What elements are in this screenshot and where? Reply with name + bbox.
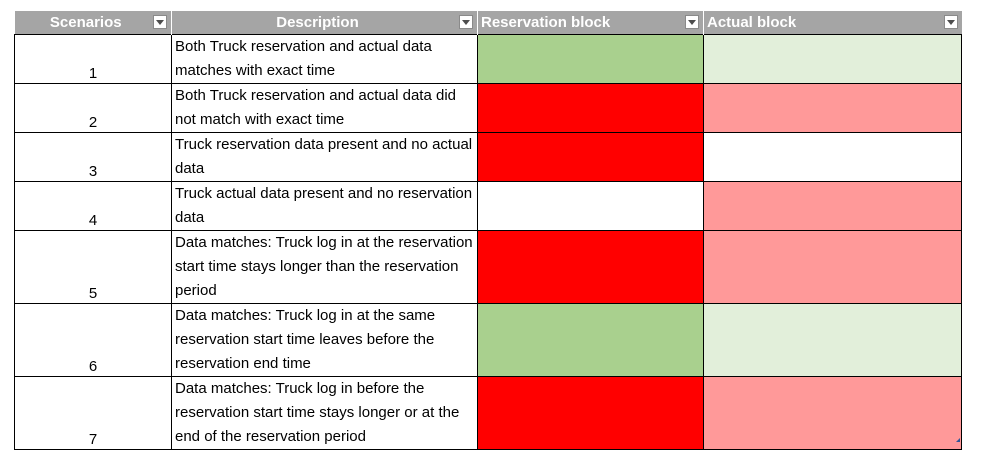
header-reservation-label: Reservation block: [481, 14, 611, 31]
description-cell[interactable]: Data matches: Truck log in at the reserv…: [171, 230, 478, 304]
table-row: 3 Truck reservation data present and no …: [14, 132, 962, 182]
table-row: 5 Data matches: Truck log in at the rese…: [14, 230, 962, 304]
filter-scenarios-button[interactable]: [153, 15, 167, 29]
table-resize-handle-icon[interactable]: [956, 438, 960, 442]
reservation-block-cell[interactable]: [477, 230, 704, 304]
table-row: 7 Data matches: Truck log in before the …: [14, 376, 962, 450]
scenario-cell[interactable]: 1: [14, 34, 172, 84]
header-description: Description: [171, 11, 478, 35]
filter-dropdown-icon: [156, 19, 164, 25]
actual-block-cell[interactable]: [703, 34, 962, 84]
scenario-cell[interactable]: 4: [14, 181, 172, 231]
filter-dropdown-icon: [462, 19, 470, 25]
header-actual-block: Actual block: [703, 11, 962, 35]
header-actual-label: Actual block: [707, 14, 797, 31]
actual-block-cell[interactable]: [703, 132, 962, 182]
scenario-cell[interactable]: 3: [14, 132, 172, 182]
scenario-cell[interactable]: 6: [14, 303, 172, 377]
description-cell[interactable]: Data matches: Truck log in before the re…: [171, 376, 478, 450]
table-row: 4 Truck actual data present and no reser…: [14, 181, 962, 231]
filter-dropdown-icon: [946, 19, 955, 25]
description-cell[interactable]: Both Truck reservation and actual data d…: [171, 83, 478, 133]
scenario-table: Scenarios Description Reservation block …: [14, 11, 962, 450]
actual-block-cell[interactable]: [703, 230, 962, 304]
filter-dropdown-icon: [688, 19, 696, 25]
actual-block-cell[interactable]: [703, 83, 962, 133]
filter-actual-button[interactable]: [943, 15, 958, 29]
reservation-block-cell[interactable]: [477, 303, 704, 377]
scenario-cell[interactable]: 2: [14, 83, 172, 133]
scenario-cell[interactable]: 7: [14, 376, 172, 450]
table-row: 6 Data matches: Truck log in at the same…: [14, 303, 962, 377]
reservation-block-cell[interactable]: [477, 132, 704, 182]
description-cell[interactable]: Data matches: Truck log in at the same r…: [171, 303, 478, 377]
header-scenarios-label: Scenarios: [49, 14, 122, 31]
description-cell[interactable]: Truck reservation data present and no ac…: [171, 132, 478, 182]
actual-block-cell[interactable]: [703, 181, 962, 231]
actual-block-cell[interactable]: [703, 303, 962, 377]
description-cell[interactable]: Truck actual data present and no reserva…: [171, 181, 478, 231]
filter-description-button[interactable]: [459, 15, 473, 29]
actual-block-cell[interactable]: [703, 376, 962, 450]
description-cell[interactable]: Both Truck reservation and actual data m…: [171, 34, 478, 84]
reservation-block-cell[interactable]: [477, 34, 704, 84]
scenario-cell[interactable]: 5: [14, 230, 172, 304]
table-row: 2 Both Truck reservation and actual data…: [14, 83, 962, 133]
table-row: 1 Both Truck reservation and actual data…: [14, 34, 962, 84]
reservation-block-cell[interactable]: [477, 181, 704, 231]
header-scenarios: Scenarios: [14, 11, 172, 35]
reservation-block-cell[interactable]: [477, 83, 704, 133]
header-row: Scenarios Description Reservation block …: [14, 11, 962, 35]
header-description-label: Description: [276, 14, 359, 31]
reservation-block-cell[interactable]: [477, 376, 704, 450]
filter-reservation-button[interactable]: [685, 15, 699, 29]
header-reservation-block: Reservation block: [477, 11, 704, 35]
